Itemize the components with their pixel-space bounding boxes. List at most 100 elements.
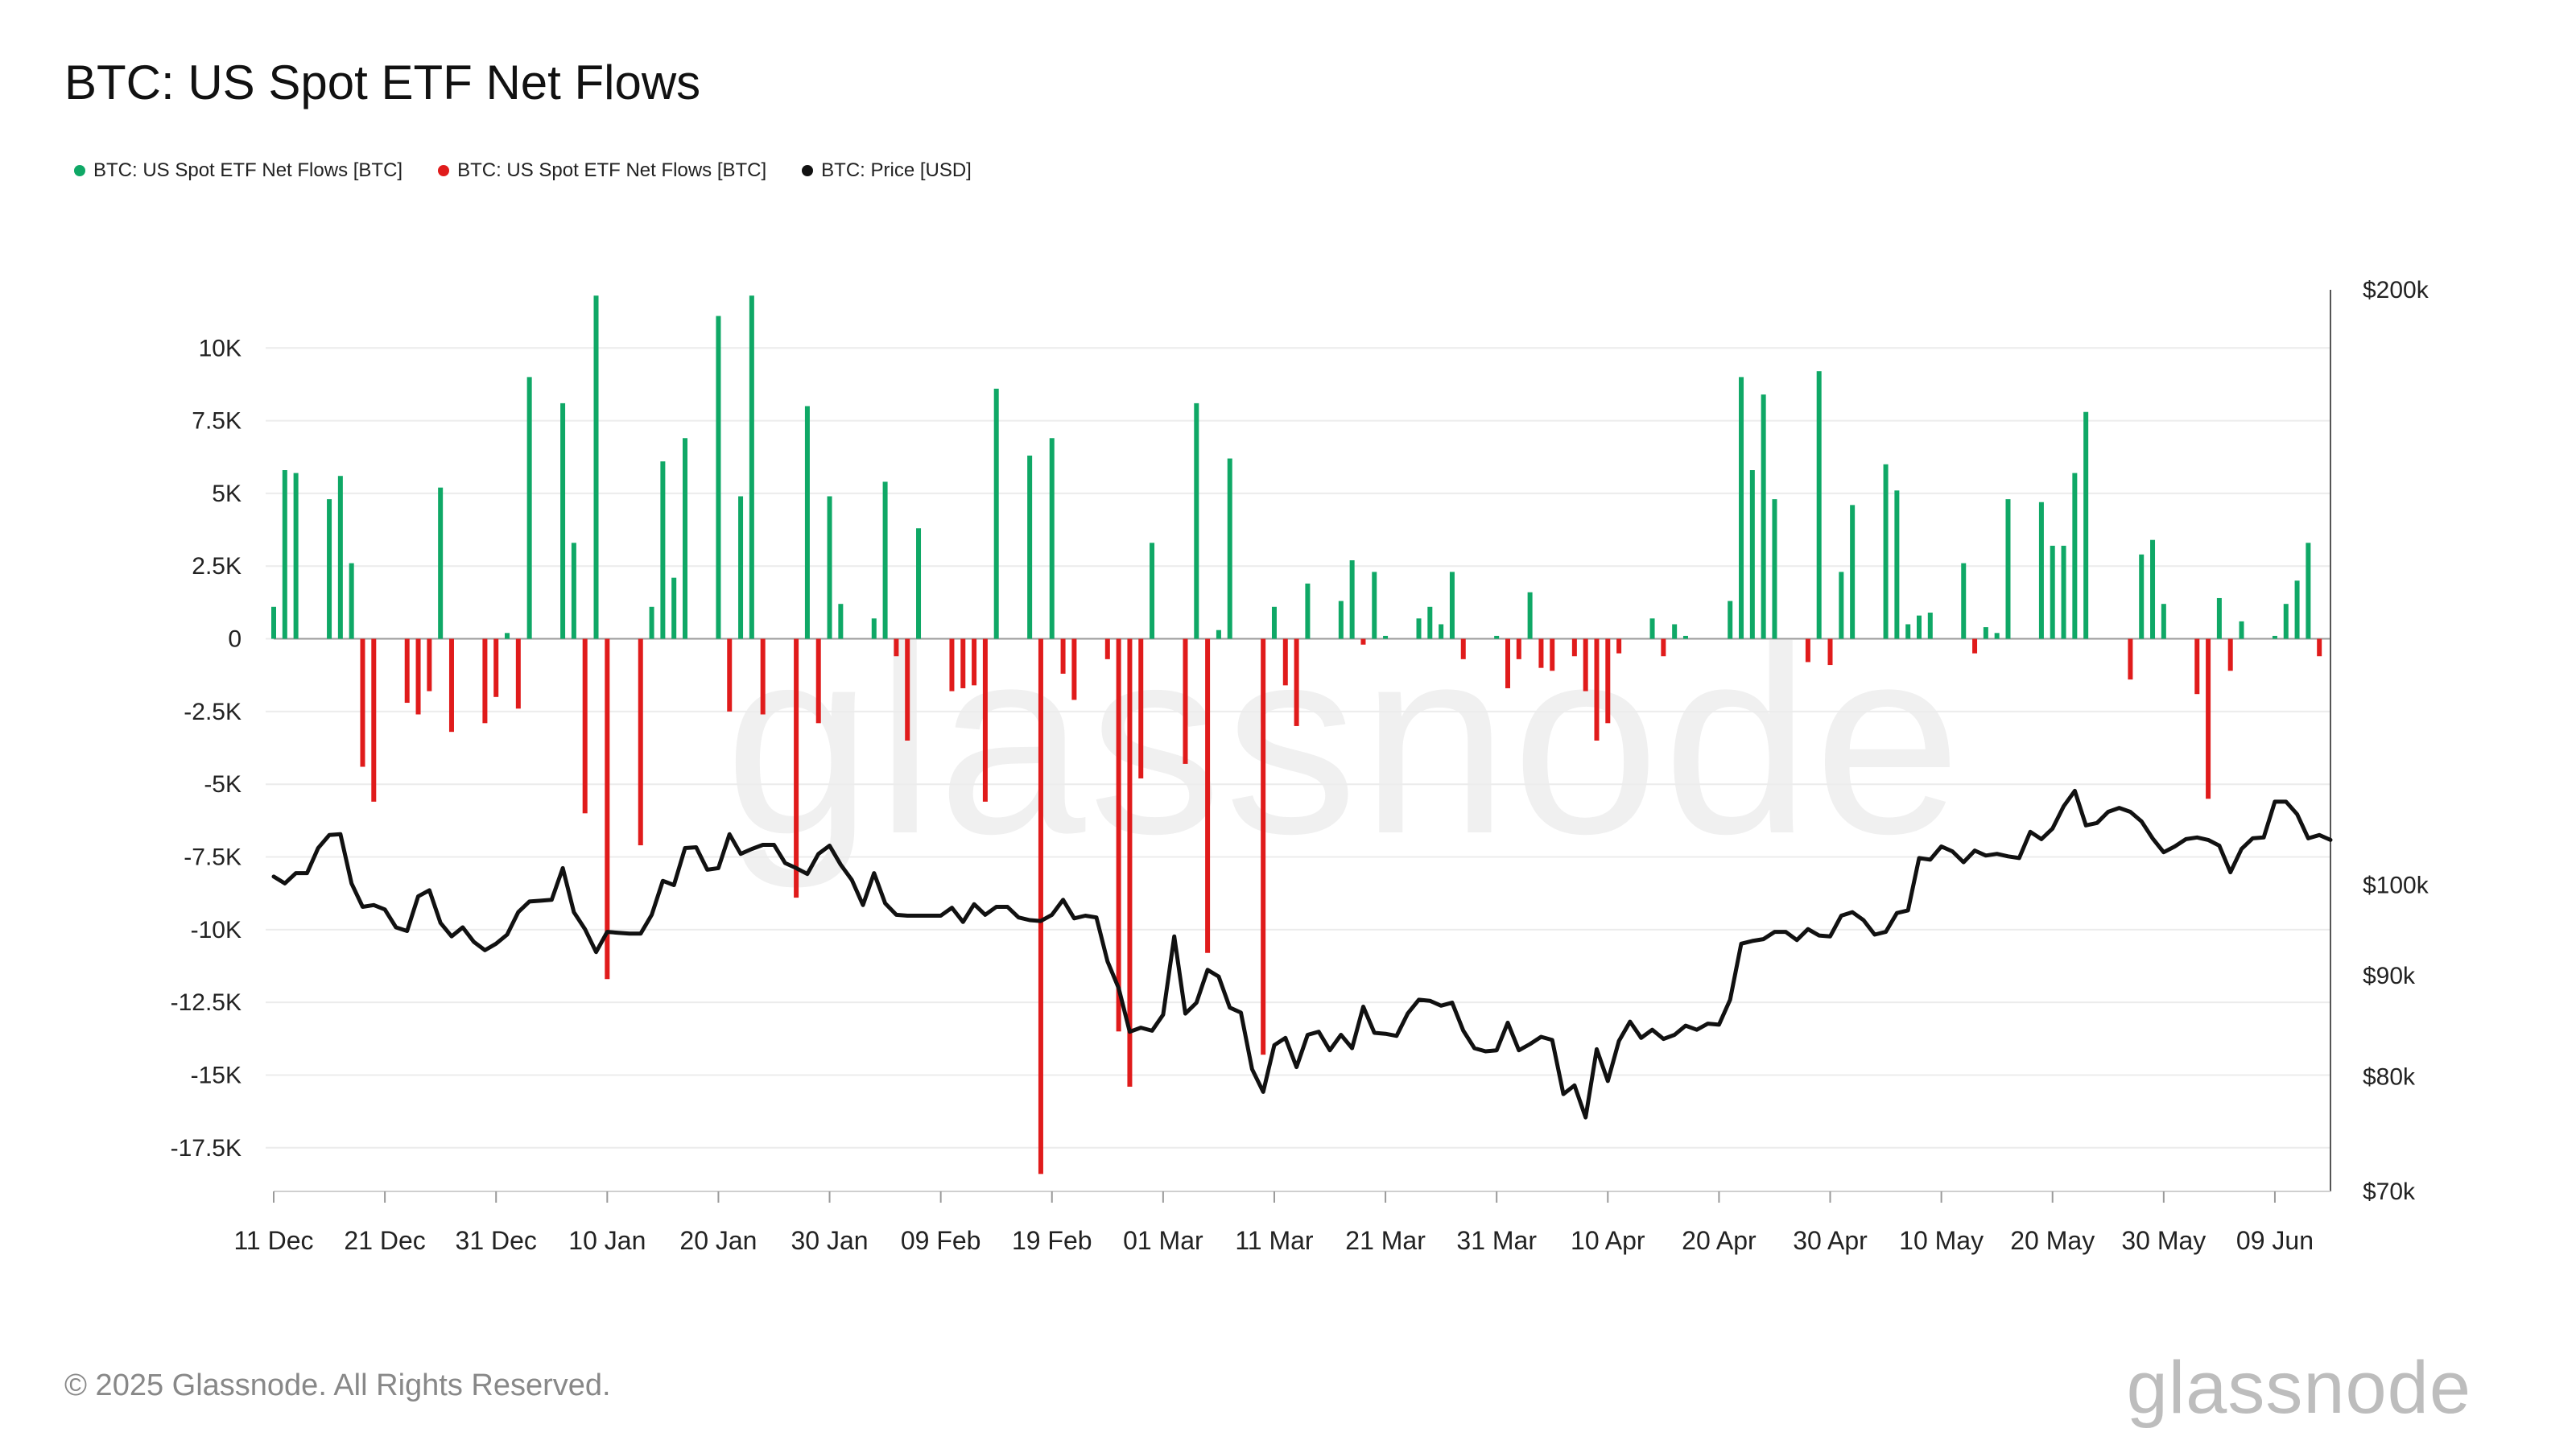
outflow-bar bbox=[1827, 638, 1833, 666]
legend-label: BTC: US Spot ETF Net Flows [BTC] bbox=[457, 159, 767, 181]
outflow-bar bbox=[448, 638, 454, 733]
inflow-bar bbox=[1905, 624, 1911, 639]
inflow-bar bbox=[2038, 502, 2044, 639]
legend-dot-icon bbox=[74, 165, 85, 176]
inflow-bar bbox=[1494, 635, 1500, 639]
y-left-tick-label: -17.5K bbox=[171, 1135, 242, 1162]
inflow-bar bbox=[571, 543, 576, 639]
inflow-bar bbox=[1894, 490, 1900, 639]
x-tick-label: 30 Jan bbox=[791, 1226, 869, 1255]
y-right-tick-label: $80k bbox=[2363, 1064, 2416, 1091]
outflow-bar bbox=[2206, 638, 2211, 799]
inflow-bar bbox=[2161, 604, 2166, 639]
outflow-bar bbox=[760, 638, 766, 715]
chart-legend: BTC: US Spot ETF Net Flows [BTC] BTC: US… bbox=[74, 159, 972, 182]
inflow-bar bbox=[1216, 630, 1221, 639]
inflow-bar bbox=[1728, 601, 1733, 639]
x-tick-label: 20 Jan bbox=[679, 1226, 757, 1255]
y-left-tick-label: 7.5K bbox=[192, 408, 242, 435]
inflow-bar bbox=[2294, 580, 2300, 639]
outflow-bar bbox=[1583, 638, 1588, 691]
outflow-bar bbox=[2317, 638, 2322, 657]
inflow-bar bbox=[560, 402, 566, 639]
x-tick-label: 09 Jun bbox=[2236, 1226, 2314, 1255]
inflow-bar bbox=[526, 377, 532, 639]
legend-item-outflows[interactable]: BTC: US Spot ETF Net Flows [BTC] bbox=[438, 159, 766, 182]
x-tick-label: 19 Feb bbox=[1012, 1226, 1092, 1255]
inflow-bar bbox=[2283, 604, 2289, 639]
y-right-tick-label: $200k bbox=[2363, 277, 2429, 303]
inflow-bar bbox=[2139, 554, 2145, 639]
outflow-bar bbox=[1183, 638, 1188, 764]
outflow-bar bbox=[1060, 638, 1066, 674]
inflow-bar bbox=[993, 388, 999, 639]
inflow-bar bbox=[1927, 613, 1933, 639]
inflow-bar bbox=[916, 528, 922, 639]
x-tick-label: 10 Apr bbox=[1571, 1226, 1645, 1255]
y-left-tick-label: -2.5K bbox=[184, 699, 242, 725]
outflow-bar bbox=[1505, 638, 1510, 688]
outflow-bar bbox=[1116, 638, 1121, 1032]
outflow-bar bbox=[1605, 638, 1611, 724]
outflow-bar bbox=[1805, 638, 1810, 663]
legend-label: BTC: Price [USD] bbox=[821, 159, 972, 181]
inflow-bar bbox=[1749, 470, 1755, 639]
inflow-bar bbox=[1427, 606, 1433, 639]
inflow-bar bbox=[1761, 394, 1766, 639]
y-right-tick-label: $90k bbox=[2363, 963, 2416, 989]
outflow-bar bbox=[1550, 638, 1555, 671]
inflow-bar bbox=[827, 496, 832, 639]
outflow-bar bbox=[482, 638, 488, 724]
legend-item-price[interactable]: BTC: Price [USD] bbox=[802, 159, 972, 182]
outflow-bar bbox=[1972, 638, 1978, 654]
inflow-bar bbox=[349, 563, 354, 639]
inflow-bar bbox=[749, 295, 754, 639]
inflow-bar bbox=[2306, 543, 2311, 639]
inflow-bar bbox=[271, 606, 276, 639]
inflow-bar bbox=[1227, 458, 1232, 639]
inflow-bar bbox=[1383, 635, 1389, 639]
inflow-bar bbox=[1150, 543, 1155, 639]
outflow-bar bbox=[1138, 638, 1144, 778]
inflow-bar bbox=[1027, 455, 1033, 639]
inflow-bar bbox=[1439, 624, 1444, 639]
x-tick-label: 31 Dec bbox=[456, 1226, 537, 1255]
inflow-bar bbox=[1305, 583, 1311, 639]
inflow-bar bbox=[716, 316, 721, 639]
inflow-bar bbox=[660, 461, 666, 639]
inflow-bar bbox=[2150, 539, 2156, 639]
inflow-bar bbox=[649, 606, 654, 639]
outflow-bar bbox=[1571, 638, 1577, 657]
inflow-bar bbox=[838, 604, 844, 639]
outflow-bar bbox=[427, 638, 432, 691]
page-title: BTC: US Spot ETF Net Flows bbox=[64, 56, 701, 109]
inflow-bar bbox=[1416, 618, 1422, 639]
inflow-bar bbox=[1772, 499, 1777, 639]
y-left-tick-label: -5K bbox=[204, 771, 242, 798]
inflow-bar bbox=[337, 476, 343, 639]
legend-item-inflows[interactable]: BTC: US Spot ETF Net Flows [BTC] bbox=[74, 159, 402, 182]
inflow-bar bbox=[1271, 606, 1277, 639]
inflow-bar bbox=[2072, 473, 2078, 639]
x-tick-label: 20 May bbox=[2010, 1226, 2095, 1255]
copyright-footer: © 2025 Glassnode. All Rights Reserved. bbox=[64, 1368, 611, 1402]
x-tick-label: 20 Apr bbox=[1682, 1226, 1757, 1255]
outflow-bar bbox=[982, 638, 988, 802]
inflow-bar bbox=[2005, 499, 2011, 639]
inflow-bar bbox=[1649, 618, 1655, 639]
outflow-bar bbox=[905, 638, 910, 741]
inflow-bar bbox=[1839, 572, 1844, 639]
inflow-bar bbox=[2272, 635, 2277, 639]
inflow-bar bbox=[1917, 615, 1922, 639]
inflow-bar bbox=[438, 487, 444, 639]
inflow-bar bbox=[683, 438, 687, 639]
outflow-bar bbox=[949, 638, 955, 691]
inflow-bar bbox=[1682, 635, 1688, 639]
inflow-bar bbox=[671, 577, 677, 639]
outflow-bar bbox=[1616, 638, 1622, 654]
inflow-bar bbox=[1739, 377, 1744, 639]
outflow-bar bbox=[815, 638, 821, 724]
outflow-bar bbox=[1261, 638, 1266, 1055]
y-left-tick-label: 10K bbox=[199, 335, 242, 361]
y-right-tick-label: $100k bbox=[2363, 872, 2429, 898]
